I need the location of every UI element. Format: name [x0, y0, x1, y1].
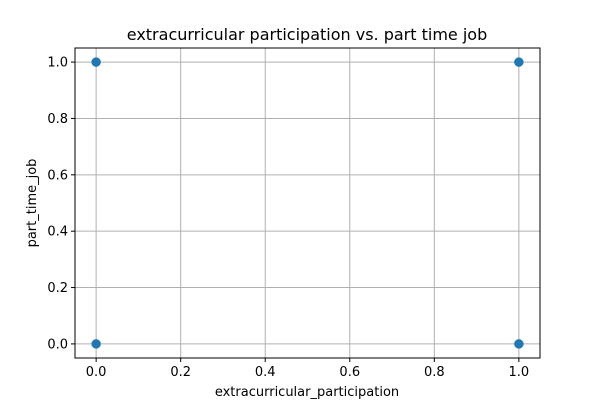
x-tick-label: 0.6 [339, 365, 360, 380]
x-tick-label: 1.0 [509, 365, 530, 380]
x-axis-label: extracurricular_participation [215, 385, 399, 400]
y-tick-label: 0.2 [47, 281, 68, 296]
x-ticks-layer: 0.0 0.2 0.4 0.6 0.8 1.0 [86, 358, 529, 380]
points-layer [91, 57, 524, 349]
y-tick-label: 1.0 [47, 56, 68, 71]
grid-layer [75, 48, 540, 358]
x-tick-label: 0.0 [86, 365, 107, 380]
x-tick-label: 0.8 [424, 365, 445, 380]
y-tick-label: 0.4 [47, 225, 68, 240]
y-tick-label: 0.8 [47, 112, 68, 127]
x-tick-label: 0.4 [255, 365, 276, 380]
y-tick-label: 0.6 [47, 168, 68, 183]
x-tick-label: 0.2 [170, 365, 191, 380]
y-axis-label: part_time_job [25, 159, 40, 248]
data-point [91, 339, 101, 349]
chart-title: extracurricular participation vs. part t… [127, 25, 488, 44]
data-point [514, 339, 524, 349]
data-point [91, 57, 101, 67]
y-ticks-layer: 0.0 0.2 0.4 0.6 0.8 1.0 [47, 56, 75, 352]
y-tick-label: 0.0 [47, 337, 68, 352]
data-point [514, 57, 524, 67]
plot-frame [74, 47, 541, 359]
